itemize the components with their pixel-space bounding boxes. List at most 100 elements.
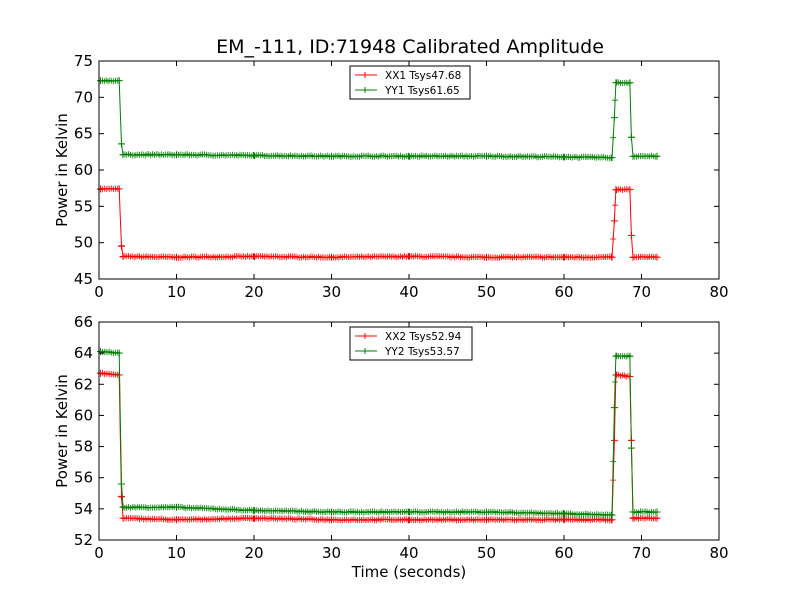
data-point	[97, 77, 105, 85]
data-point	[610, 436, 618, 444]
data-point	[405, 252, 413, 260]
legend: XX2 Tsys52.94 YY2 Tsys53.57	[349, 326, 473, 361]
y-tick-label: 56	[74, 469, 93, 487]
y-tick-label: 60	[74, 406, 93, 424]
data-point	[405, 516, 413, 524]
data-point	[610, 114, 618, 122]
data-point	[119, 151, 127, 159]
data-point	[608, 253, 616, 261]
series-markers	[97, 369, 660, 524]
x-tick-label: 20	[244, 544, 263, 562]
y-tick-label: 62	[74, 375, 93, 393]
x-tick-label: 30	[322, 544, 341, 562]
y-tick-label: 64	[74, 344, 93, 362]
x-tick-label: 60	[554, 544, 573, 562]
legend-label: XX1 Tsys47.68	[385, 70, 461, 82]
data-point	[117, 480, 125, 488]
y-tick-label: 70	[74, 88, 93, 106]
data-point	[629, 253, 637, 261]
data-point	[610, 404, 618, 412]
data-point	[115, 349, 123, 357]
legend-marker	[362, 333, 368, 339]
data-point	[173, 516, 180, 524]
legend: XX1 Tsys47.68 YY1 Tsys61.65	[349, 65, 471, 100]
series-xx1	[97, 185, 661, 261]
data-point	[560, 510, 568, 518]
data-point	[97, 348, 105, 356]
legend-marker	[362, 72, 368, 78]
x-tick-label: 0	[94, 283, 104, 301]
data-point	[626, 352, 634, 360]
series-markers	[97, 348, 660, 518]
series-xx2	[97, 369, 661, 524]
data-point	[653, 514, 661, 522]
x-tick-label: 30	[322, 283, 341, 301]
legend-box	[349, 326, 473, 361]
legend-label: XX2 Tsys52.94	[385, 331, 462, 343]
data-point	[119, 503, 127, 511]
x-tick-label: 70	[632, 544, 651, 562]
legend-marker	[362, 348, 368, 354]
y-axis-label: Power in Kelvin	[53, 113, 71, 227]
data-point	[626, 186, 634, 194]
data-point	[250, 514, 258, 522]
data-point	[612, 186, 620, 194]
data-point	[115, 77, 123, 85]
y-tick-label: 66	[74, 313, 93, 331]
x-tick-label: 60	[554, 283, 573, 301]
y-tick-label: 75	[74, 52, 93, 70]
data-point	[173, 253, 180, 261]
x-tick-label: 10	[167, 283, 186, 301]
legend-marker	[362, 87, 368, 93]
data-point	[173, 151, 180, 159]
data-point	[173, 503, 180, 511]
data-point	[627, 444, 635, 452]
x-tick-label: 80	[709, 544, 728, 562]
x-tick-label: 40	[399, 544, 418, 562]
data-point	[328, 152, 335, 160]
series-line	[100, 372, 658, 522]
data-point	[483, 508, 490, 516]
data-point	[483, 516, 490, 524]
x-tick-label: 70	[632, 283, 651, 301]
data-point	[405, 152, 413, 160]
data-point	[610, 217, 618, 225]
legend-box	[349, 65, 471, 100]
data-point	[608, 511, 616, 519]
data-point	[250, 252, 258, 260]
data-point	[119, 252, 127, 260]
data-point	[117, 242, 125, 250]
data-point	[612, 371, 620, 379]
y-tick-label: 60	[74, 161, 93, 179]
data-point	[117, 140, 125, 148]
x-tick-label: 50	[477, 283, 496, 301]
x-tick-label: 20	[244, 283, 263, 301]
data-point	[627, 231, 635, 239]
bottom-panel: 0 10 20 30 40 50 60 70 80 52 54 56 58 60 62 64 66 Power i…	[53, 313, 729, 581]
chart-title: EM_-111, ID:71948 Calibrated Amplitude	[216, 36, 604, 58]
y-tick-label: 58	[74, 438, 93, 456]
legend-label: YY1 Tsys61.65	[384, 85, 460, 97]
series-line	[100, 187, 658, 259]
data-point	[629, 508, 637, 516]
data-point	[560, 516, 568, 524]
y-tick-label: 65	[74, 125, 93, 143]
data-point	[97, 185, 105, 193]
data-point	[328, 253, 335, 261]
y-tick-label: 55	[74, 197, 93, 215]
y-tick-label: 52	[74, 531, 93, 549]
data-point	[250, 506, 258, 514]
data-point	[119, 514, 127, 522]
data-point	[328, 516, 335, 524]
data-point	[629, 514, 637, 522]
data-point	[560, 153, 568, 161]
series-yy2	[97, 348, 661, 519]
legend-label: YY2 Tsys53.57	[384, 346, 460, 358]
data-point	[117, 492, 125, 500]
data-point	[483, 152, 490, 160]
data-point	[115, 185, 123, 193]
series-yy1	[97, 77, 661, 162]
x-tick-label: 50	[477, 544, 496, 562]
data-point	[405, 508, 413, 516]
